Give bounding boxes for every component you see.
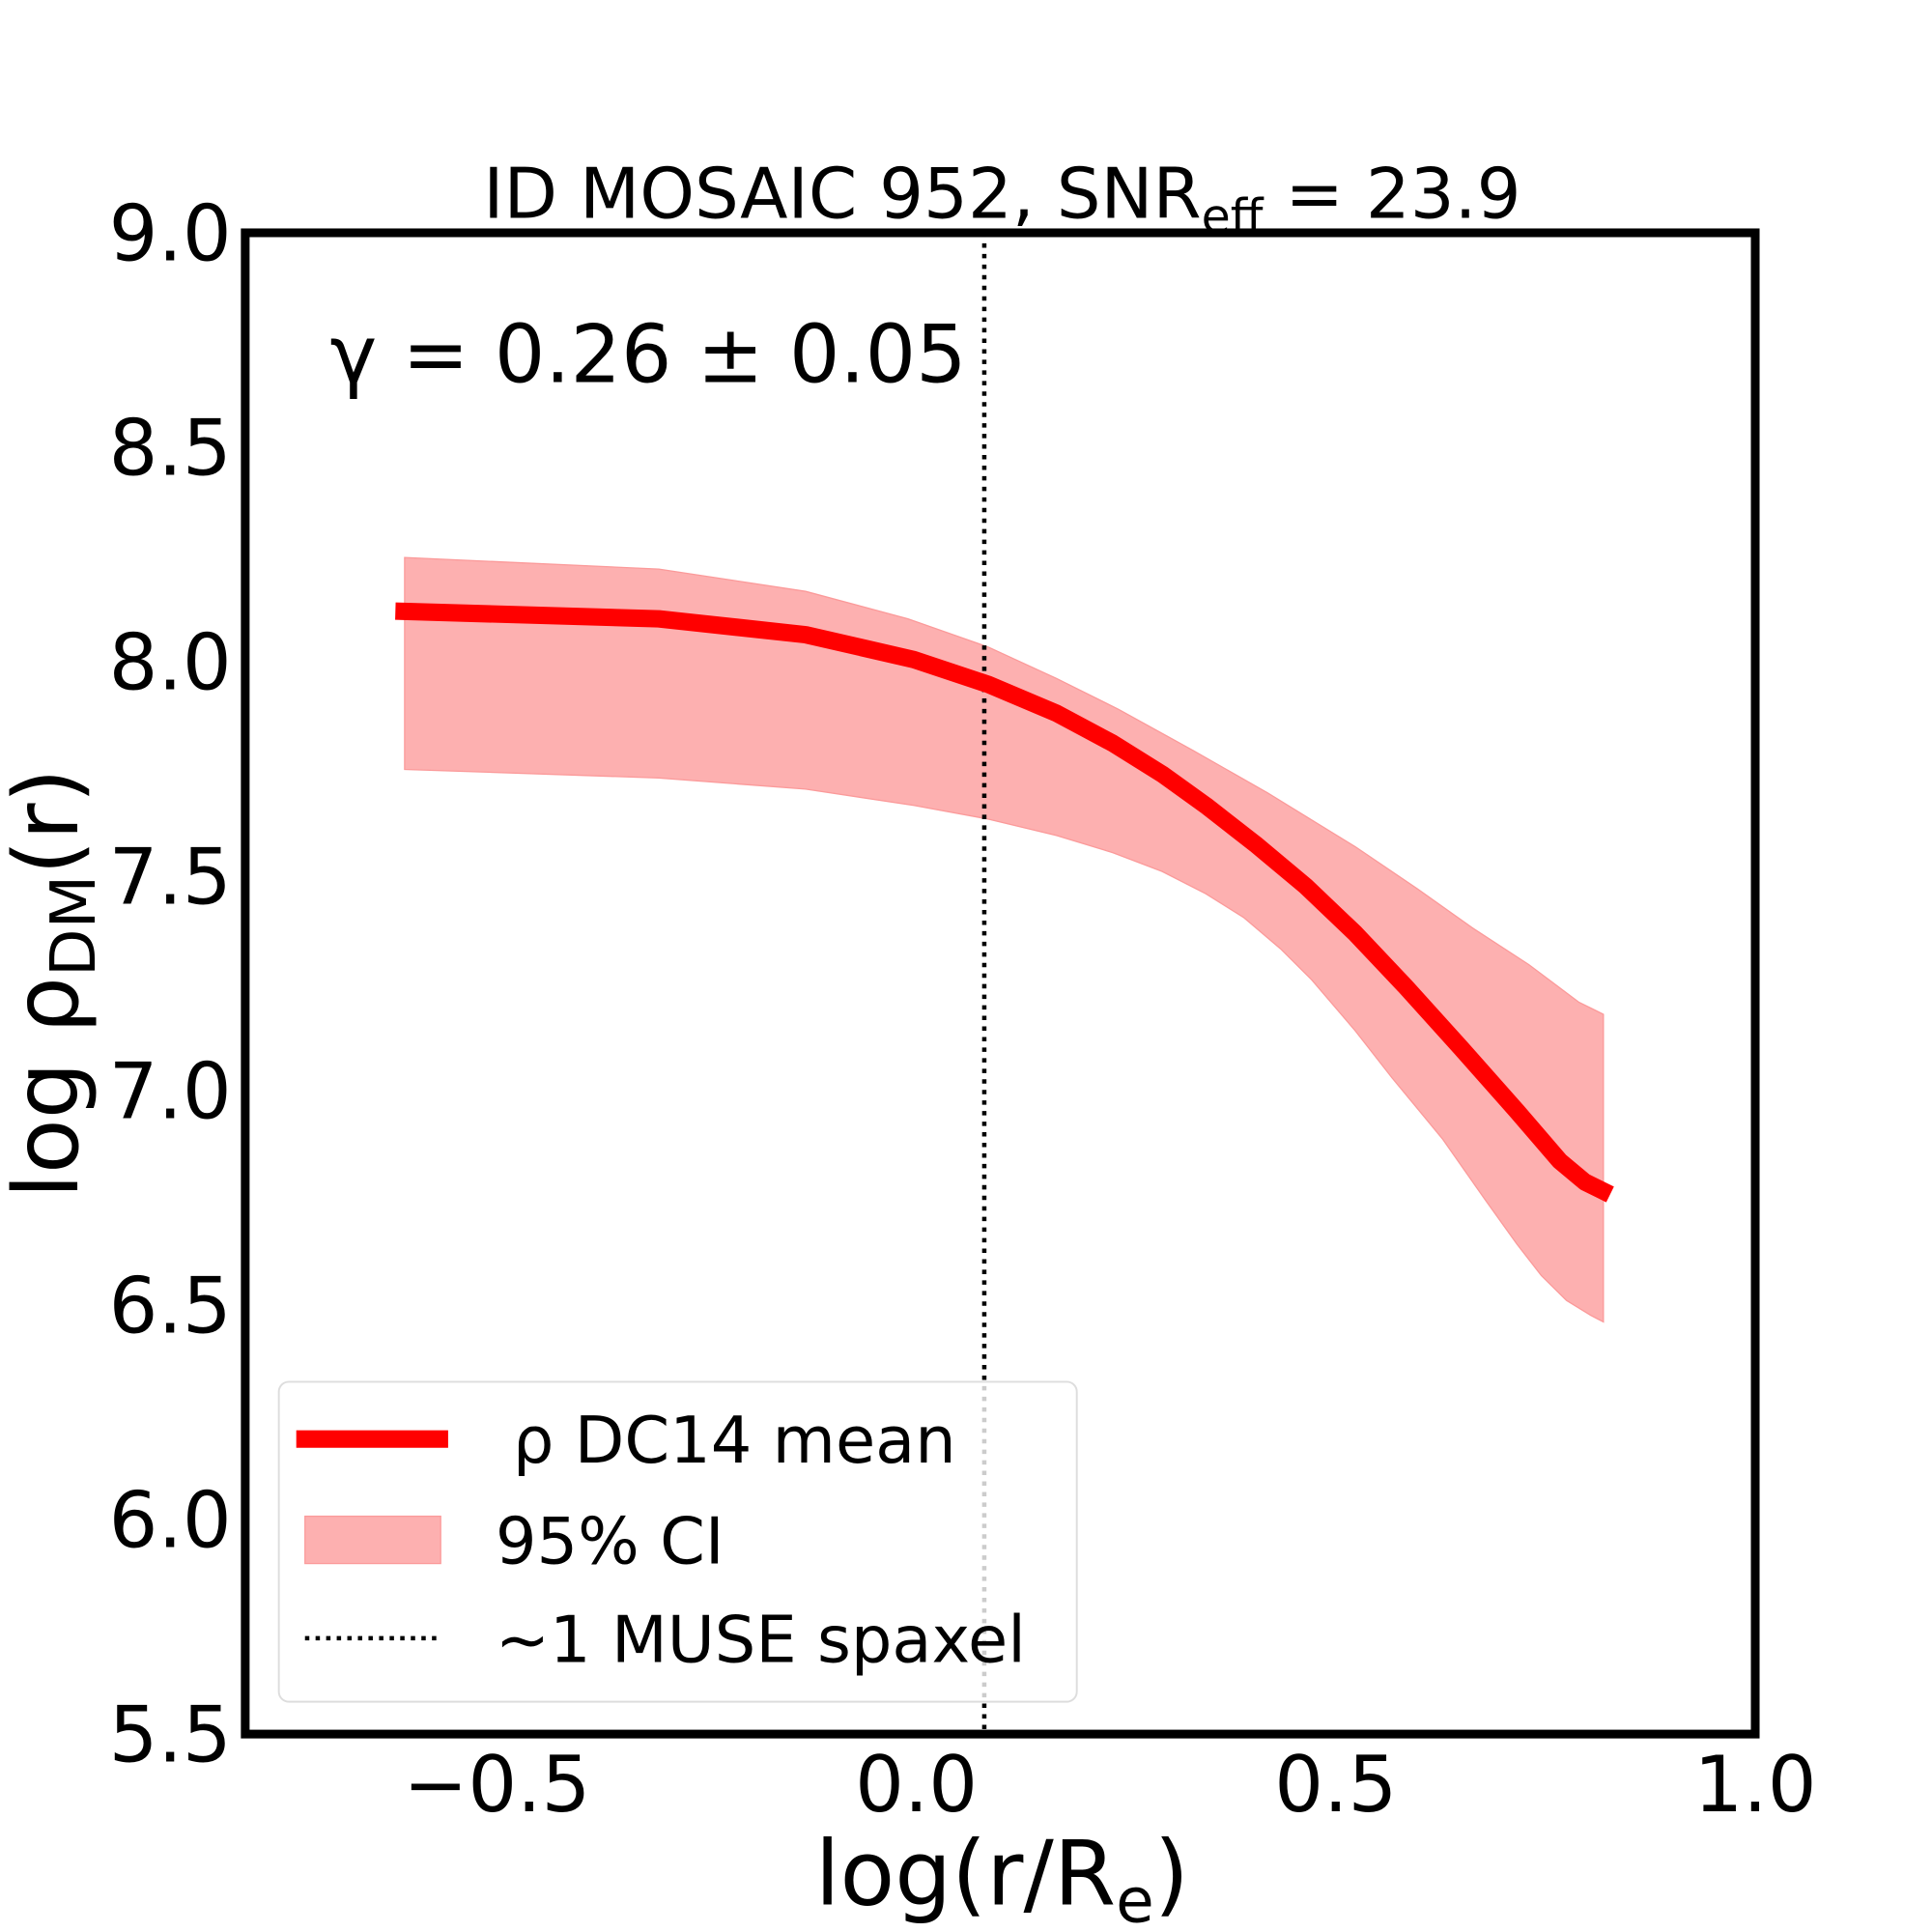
y-tick-label: 8.0 [109,617,232,707]
axes-frame [241,228,1760,1739]
x-tick-label: 0.5 [1274,1740,1397,1830]
y-tick-label: 9.0 [109,188,232,278]
legend-mean-label: ρ DC14 mean [513,1403,956,1478]
x-tick-label: 1.0 [1693,1740,1816,1830]
x-tick-label: 0.0 [855,1740,978,1830]
ci-band [404,556,1605,1323]
y-tick-label: 6.5 [109,1261,232,1350]
gamma-annotation: γ = 0.26 ± 0.05 [329,309,966,402]
y-axis-label: log ρDM(r) [0,768,110,1199]
x-axis-label: log(r/Re) [815,1822,1189,1932]
legend-vline-label: ~1 MUSE spaxel [496,1602,1026,1677]
mean-line [395,602,1614,1203]
y-tick-label: 5.5 [109,1690,232,1779]
chart-title: ID MOSAIC 952, SNReff = 23.9 [483,155,1520,244]
x-tick-label: −0.5 [403,1740,590,1830]
legend-box [277,1380,1078,1703]
y-tick-label: 7.0 [109,1046,232,1136]
legend-ci-label: 95% CI [496,1504,724,1579]
tick-labels: −0.5 0.0 0.5 1.0 5.5 6.0 6.5 7.0 7.5 8.0 8.5 9.0 [109,188,1817,1830]
legend: ρ DC14 mean 95% CI ~1 MUSE spaxel [277,1380,1078,1703]
y-tick-label: 8.5 [109,403,232,493]
y-tick-label: 7.5 [109,832,232,922]
legend-ci-swatch [304,1515,441,1565]
y-tick-label: 6.0 [109,1475,232,1565]
